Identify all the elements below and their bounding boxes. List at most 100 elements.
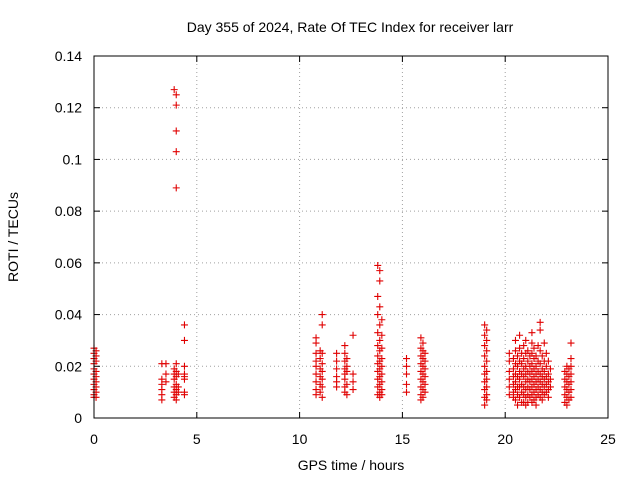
data-point xyxy=(180,391,188,399)
y-tick-label: 0.12 xyxy=(55,100,82,116)
data-point xyxy=(421,365,429,373)
data-point xyxy=(318,393,326,401)
data-point xyxy=(546,383,554,391)
data-point xyxy=(172,360,180,368)
data-point xyxy=(483,375,491,383)
x-axis-label: GPS time / hours xyxy=(298,457,405,473)
data-point xyxy=(481,342,489,350)
x-tick-label: 20 xyxy=(497,431,513,447)
y-tick-label: 0.02 xyxy=(55,358,82,374)
data-point xyxy=(374,329,382,337)
data-point xyxy=(378,331,386,339)
data-point xyxy=(349,386,357,394)
data-point xyxy=(538,352,546,360)
data-point xyxy=(172,101,180,109)
data-point xyxy=(532,352,540,360)
data-point xyxy=(318,311,326,319)
data-point xyxy=(174,388,182,396)
data-point xyxy=(483,326,491,334)
data-point xyxy=(509,355,517,363)
data-point xyxy=(374,342,382,350)
data-point xyxy=(378,344,386,352)
data-point xyxy=(376,321,384,329)
data-point xyxy=(312,370,320,378)
data-point xyxy=(567,355,575,363)
data-point xyxy=(546,365,554,373)
data-point xyxy=(172,148,180,156)
data-point xyxy=(180,336,188,344)
data-point xyxy=(567,393,575,401)
data-point xyxy=(312,339,320,347)
data-point xyxy=(162,378,170,386)
data-point xyxy=(522,336,530,344)
data-point xyxy=(532,362,540,370)
data-point xyxy=(516,375,524,383)
data-point xyxy=(316,388,324,396)
y-tick-label: 0.08 xyxy=(55,203,82,219)
data-point xyxy=(528,329,536,337)
data-point xyxy=(421,373,429,381)
data-point xyxy=(378,362,386,370)
data-point xyxy=(170,86,178,94)
data-point xyxy=(374,311,382,319)
plot-frame xyxy=(93,55,609,419)
data-point xyxy=(378,355,386,363)
data-point xyxy=(483,336,491,344)
data-point xyxy=(505,357,513,365)
data-point xyxy=(505,391,513,399)
data-point xyxy=(333,365,341,373)
data-point xyxy=(516,344,524,352)
y-tick-label: 0.1 xyxy=(63,151,83,167)
data-point xyxy=(481,352,489,360)
x-tick-label: 0 xyxy=(90,431,98,447)
data-point xyxy=(540,367,548,375)
data-point xyxy=(544,357,552,365)
data-point xyxy=(349,378,357,386)
data-point xyxy=(333,357,341,365)
data-point xyxy=(421,380,429,388)
data-point xyxy=(483,357,491,365)
data-point xyxy=(318,360,326,368)
data-point xyxy=(567,378,575,386)
data-point xyxy=(563,401,571,409)
data-point xyxy=(483,347,491,355)
data-point xyxy=(343,391,351,399)
data-point xyxy=(162,370,170,378)
data-point xyxy=(421,349,429,357)
data-point xyxy=(567,370,575,378)
data-point xyxy=(419,393,427,401)
data-point xyxy=(511,378,519,386)
data-point xyxy=(542,349,550,357)
data-point xyxy=(532,401,540,409)
data-point xyxy=(505,367,513,375)
data-point xyxy=(174,370,182,378)
data-point xyxy=(403,362,411,370)
data-point xyxy=(534,342,542,350)
data-point xyxy=(516,393,524,401)
x-tick-label: 25 xyxy=(600,431,616,447)
data-point xyxy=(343,380,351,388)
data-point xyxy=(343,355,351,363)
data-point xyxy=(378,316,386,324)
data-point xyxy=(341,349,349,357)
data-point xyxy=(403,355,411,363)
data-point xyxy=(318,321,326,329)
data-point xyxy=(376,267,384,275)
data-point xyxy=(312,349,320,357)
data-point xyxy=(524,347,532,355)
data-point xyxy=(376,336,384,344)
data-point xyxy=(318,375,326,383)
data-point xyxy=(172,184,180,192)
data-point xyxy=(180,375,188,383)
data-point xyxy=(318,383,326,391)
data-point xyxy=(524,357,532,365)
data-point xyxy=(341,342,349,350)
data-point xyxy=(158,396,166,404)
data-point xyxy=(343,367,351,375)
data-point xyxy=(481,321,489,329)
data-point xyxy=(509,365,517,373)
data-point xyxy=(505,349,513,357)
y-axis-label: ROTI / TECUs xyxy=(5,192,21,282)
data-point xyxy=(544,370,552,378)
